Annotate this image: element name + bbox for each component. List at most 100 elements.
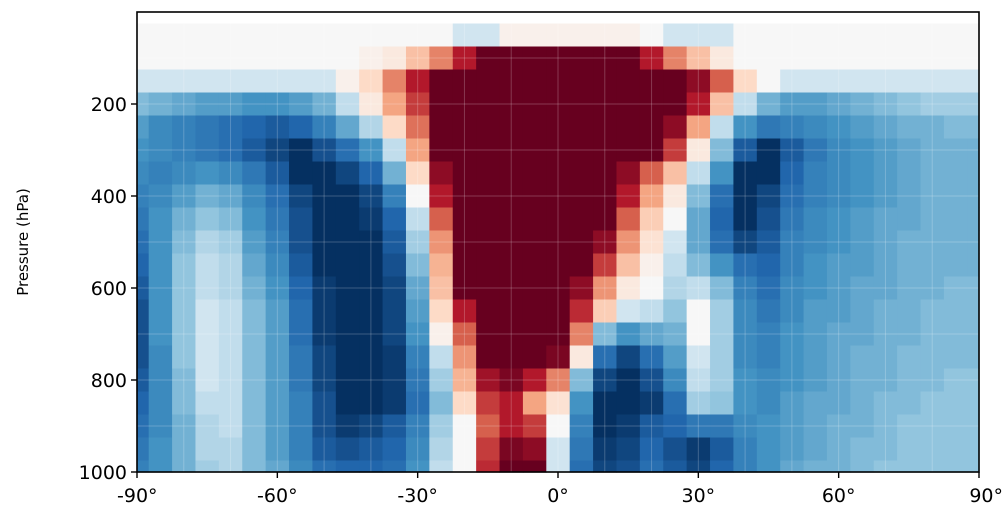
heatmap-cell [137, 230, 150, 255]
heatmap-cell [803, 69, 828, 94]
heatmap-cell [172, 253, 197, 278]
heatmap-cell [686, 437, 711, 462]
heatmap-cell [616, 414, 641, 439]
heatmap-cell [710, 368, 735, 393]
heatmap-cell [710, 115, 735, 140]
heatmap-cell [476, 368, 501, 393]
heatmap-cell [943, 322, 968, 347]
heatmap-cell [967, 115, 980, 140]
heatmap-cell [522, 23, 547, 48]
heatmap-cell [826, 299, 851, 324]
heatmap-cell [943, 23, 968, 48]
heatmap-cell [826, 207, 851, 232]
heatmap-cell [616, 184, 641, 209]
heatmap-cell [873, 138, 898, 163]
heatmap-cell [148, 391, 173, 416]
heatmap-cell [195, 299, 220, 324]
heatmap-cell [850, 253, 875, 278]
heatmap-cell [897, 46, 922, 71]
heatmap-cell [137, 207, 150, 232]
heatmap-cell [429, 115, 454, 140]
heatmap-cell [172, 414, 197, 439]
heatmap-cell [265, 322, 290, 347]
heatmap-cell [405, 69, 430, 94]
heatmap-cell [218, 299, 243, 324]
heatmap-cell [943, 184, 968, 209]
heatmap-cell [733, 299, 758, 324]
heatmap-cell [943, 414, 968, 439]
heatmap-cell [195, 207, 220, 232]
heatmap-cell [218, 23, 243, 48]
heatmap-cell [943, 115, 968, 140]
heatmap-cell [569, 138, 594, 163]
heatmap-cell [639, 92, 664, 117]
heatmap-cell [873, 460, 898, 473]
heatmap-cell [452, 276, 477, 301]
heatmap-cell [195, 69, 220, 94]
heatmap-cell [218, 437, 243, 462]
heatmap-cell [546, 207, 571, 232]
heatmap-cell [429, 23, 454, 48]
heatmap-cell [137, 368, 150, 393]
heatmap-cell [780, 460, 805, 473]
heatmap-cell [967, 161, 980, 186]
heatmap-cell [967, 207, 980, 232]
heatmap-cell [172, 299, 197, 324]
heatmap-cell [920, 46, 945, 71]
heatmap-cell [335, 230, 360, 255]
heatmap-cell [686, 253, 711, 278]
heatmap-cell [265, 437, 290, 462]
heatmap-cell [359, 184, 384, 209]
heatmap-cell [967, 69, 980, 94]
heatmap-cell [242, 253, 267, 278]
heatmap-cell [289, 69, 314, 94]
heatmap-cell [522, 345, 547, 370]
heatmap-cell [359, 23, 384, 48]
heatmap-cell [616, 207, 641, 232]
heatmap-cell [522, 184, 547, 209]
heatmap-cell [335, 161, 360, 186]
heatmap-cell [359, 460, 384, 473]
heatmap-cell [850, 460, 875, 473]
heatmap-cell [289, 299, 314, 324]
heatmap-cell [897, 115, 922, 140]
heatmap-cell [546, 230, 571, 255]
heatmap-cell [359, 276, 384, 301]
heatmap-cell [803, 115, 828, 140]
heatmap-cell [429, 184, 454, 209]
heatmap-cell [639, 414, 664, 439]
heatmap-cell [663, 207, 688, 232]
heatmap-cell [943, 276, 968, 301]
heatmap-cell [312, 322, 337, 347]
heatmap-cell [312, 345, 337, 370]
heatmap-cell [452, 230, 477, 255]
heatmap-cell [569, 253, 594, 278]
heatmap-cell [967, 46, 980, 71]
heatmap-cell [850, 184, 875, 209]
heatmap-cell [873, 345, 898, 370]
heatmap-cell [546, 184, 571, 209]
heatmap-cell [359, 437, 384, 462]
heatmap-cell [593, 345, 618, 370]
heatmap-cell [616, 460, 641, 473]
heatmap-cell [476, 437, 501, 462]
heatmap-cell [476, 69, 501, 94]
heatmap-cell [405, 345, 430, 370]
heatmap-cell [546, 115, 571, 140]
heatmap-cell [499, 391, 524, 416]
heatmap-cell [172, 345, 197, 370]
heatmap-cell [710, 460, 735, 473]
heatmap-cell [686, 115, 711, 140]
heatmap-cell [359, 253, 384, 278]
heatmap-cell [943, 460, 968, 473]
heatmap-cell [405, 253, 430, 278]
heatmap-cell [429, 414, 454, 439]
heatmap-cell [780, 345, 805, 370]
heatmap-cell [733, 368, 758, 393]
heatmap-cell [522, 414, 547, 439]
heatmap-cell [172, 437, 197, 462]
heatmap-cell [546, 161, 571, 186]
heatmap-cell [382, 322, 407, 347]
heatmap-cell [897, 92, 922, 117]
heatmap-cell [639, 345, 664, 370]
